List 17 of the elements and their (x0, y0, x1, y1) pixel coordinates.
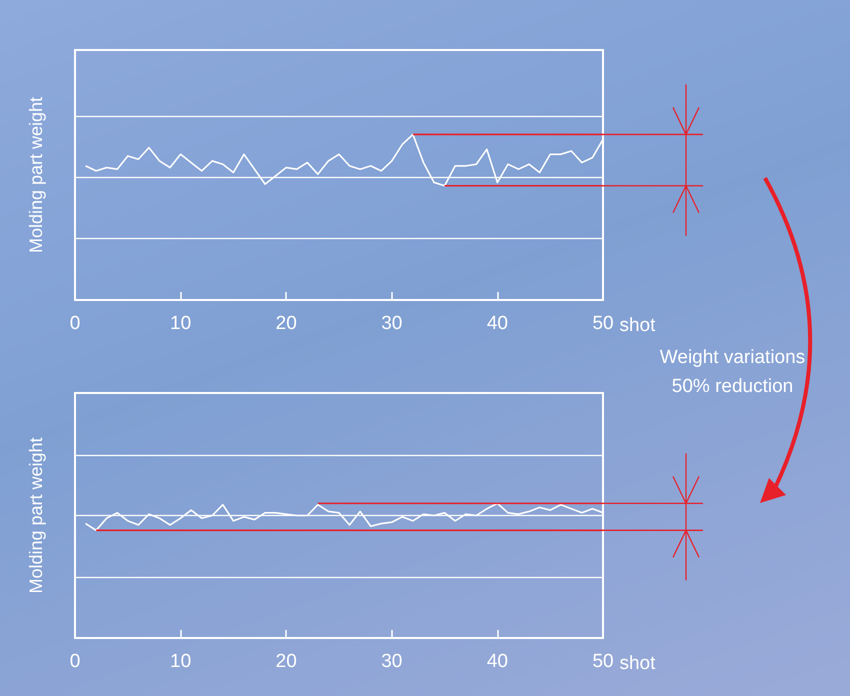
x-tick-label: 10 (170, 651, 192, 672)
x-axis-title: shot (619, 315, 656, 336)
x-axis-title: shot (619, 653, 656, 674)
x-tick-label: 40 (486, 651, 508, 672)
x-tick-label: 0 (70, 651, 80, 672)
text: Weight variations 50% reduction (658, 346, 806, 399)
x-tick-label: 50 (592, 313, 614, 334)
x-tick-label: 10 (170, 313, 192, 334)
x-tick-label: 20 (276, 651, 297, 672)
x-tick-label: 50 (592, 651, 614, 672)
x-tick-label: 40 (486, 313, 508, 334)
x-tick-label: 20 (276, 313, 297, 334)
y-axis-title: Molding part weight (26, 96, 46, 254)
x-tick-label: 30 (381, 651, 402, 672)
x-tick-label: 30 (381, 313, 402, 334)
x-tick-label: 0 (70, 313, 80, 334)
y-axis-title: Molding part weight (26, 437, 46, 594)
